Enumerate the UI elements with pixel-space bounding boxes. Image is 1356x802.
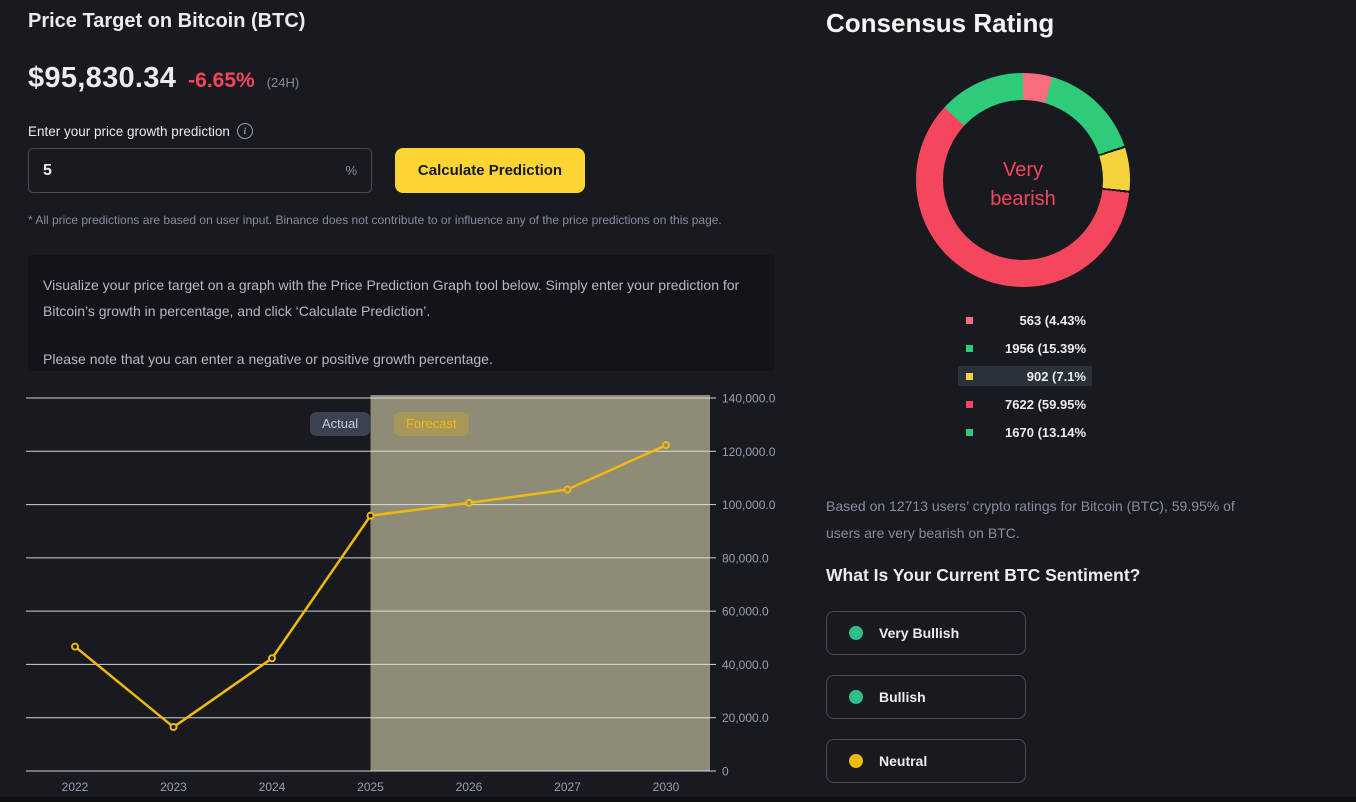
sentiment-option-neutral[interactable]: Neutral bbox=[826, 739, 1026, 783]
consensus-legend: 563 (4.43% 1956 (15.39% 902 (7.1% 7622 (59.… bbox=[958, 310, 1092, 442]
y-axis-label: 20,000.0 bbox=[722, 711, 769, 725]
x-axis-label: 2027 bbox=[554, 780, 581, 794]
donut-center-line1: Very bbox=[1002, 159, 1043, 181]
legend-item[interactable]: 1670 (13.14% bbox=[958, 422, 1092, 442]
data-point[interactable] bbox=[169, 723, 178, 732]
legend-marker bbox=[966, 400, 973, 408]
sentiment-dot bbox=[849, 626, 863, 640]
consensus-rating-title: Consensus Rating bbox=[826, 8, 1055, 38]
legend-label: 902 (7.1% bbox=[1026, 368, 1086, 384]
legend-marker bbox=[966, 344, 973, 352]
legend-label: 7622 (59.95% bbox=[1005, 396, 1086, 412]
y-axis-label: 140,000.0 bbox=[722, 392, 776, 406]
legend-marker bbox=[966, 428, 973, 436]
data-point[interactable] bbox=[268, 654, 276, 663]
change-period-label: (24H) bbox=[266, 75, 300, 90]
sentiment-options: Very Bullish Bullish Neutral bbox=[826, 611, 1026, 783]
info-paragraph-1: Visualize your price target on a graph w… bbox=[43, 277, 740, 319]
consensus-summary: Based on 12713 users’ crypto ratings for… bbox=[826, 498, 1235, 541]
actual-legend-badge[interactable]: Actual bbox=[310, 412, 371, 436]
price-prediction-chart[interactable]: 140,000.0 120,000.0 100,000.0 80,000.0 60,00… bbox=[0, 390, 780, 802]
data-point[interactable] bbox=[563, 485, 572, 494]
sentiment-option-label: Very Bullish bbox=[879, 625, 960, 641]
y-axis-label: 100,000.0 bbox=[722, 498, 776, 512]
donut-center-label: Very bearish bbox=[990, 156, 1056, 214]
x-axis-label: 2024 bbox=[259, 780, 286, 794]
prediction-input-label: Enter your price growth prediction bbox=[28, 123, 230, 139]
legend-item[interactable]: 7622 (59.95% bbox=[958, 394, 1092, 414]
disclaimer-text: * All price predictions are based on use… bbox=[28, 213, 722, 227]
x-axis-label: 2023 bbox=[160, 780, 187, 794]
y-axis-label: 120,000.0 bbox=[722, 445, 776, 459]
price-row: $95,830.34 -6.65% (24H) bbox=[28, 62, 299, 95]
current-price: $95,830.34 bbox=[28, 62, 177, 94]
y-axis-label: 80,000.0 bbox=[722, 551, 769, 565]
y-axis-label: 40,000.0 bbox=[722, 658, 769, 672]
x-axis-label: 2030 bbox=[653, 780, 680, 794]
legend-label: 1670 (13.14% bbox=[1005, 424, 1086, 440]
donut-hole: Very bearish bbox=[943, 100, 1103, 260]
info-icon[interactable]: i bbox=[236, 123, 253, 139]
x-axis-label: 2025 bbox=[357, 780, 384, 794]
page-title: Price Target on Bitcoin (BTC) bbox=[28, 10, 306, 32]
calculate-prediction-button[interactable]: Calculate Prediction bbox=[395, 148, 585, 193]
forecast-legend-badge[interactable]: Forecast bbox=[394, 412, 469, 436]
y-axis-label: 60,000.0 bbox=[722, 605, 769, 619]
data-point[interactable] bbox=[662, 441, 670, 450]
price-change-badge: -6.65% bbox=[188, 69, 255, 92]
legend-item[interactable]: 1956 (15.39% bbox=[958, 338, 1092, 358]
legend-marker bbox=[966, 372, 973, 380]
sentiment-section-title: What Is Your Current BTC Sentiment? bbox=[826, 565, 1141, 585]
sentiment-dot bbox=[849, 690, 863, 704]
y-axis-label: 0 bbox=[722, 765, 729, 779]
sentiment-option-label: Neutral bbox=[879, 753, 928, 769]
legend-item[interactable]: 902 (7.1% bbox=[958, 366, 1092, 386]
x-axis-label: 2026 bbox=[456, 780, 483, 794]
data-point[interactable] bbox=[71, 642, 79, 651]
donut-center-line2: bearish bbox=[990, 188, 1056, 210]
sentiment-option-bullish[interactable]: Bullish bbox=[826, 675, 1026, 719]
sentiment-option-very-bullish[interactable]: Very Bullish bbox=[826, 611, 1026, 655]
prediction-input-wrapper: % bbox=[28, 148, 372, 193]
forecast-region bbox=[370, 395, 710, 771]
legend-item[interactable]: 563 (4.43% bbox=[958, 310, 1092, 330]
x-axis-label: 2022 bbox=[62, 780, 89, 794]
prediction-input[interactable] bbox=[29, 161, 346, 180]
input-label-row: Enter your price growth prediction i bbox=[28, 123, 253, 139]
info-panel: Visualize your price target on a graph w… bbox=[28, 255, 774, 371]
sentiment-option-label: Bullish bbox=[879, 689, 926, 705]
legend-label: 1956 (15.39% bbox=[1005, 340, 1086, 356]
price-line-chart-svg[interactable]: 140,000.0 120,000.0 100,000.0 80,000.0 60,00… bbox=[0, 390, 780, 802]
legend-label: 563 (4.43% bbox=[1019, 312, 1087, 328]
data-point[interactable] bbox=[366, 511, 375, 520]
info-paragraph-2: Please note that you can enter a negativ… bbox=[43, 351, 493, 367]
sentiment-dot bbox=[849, 754, 863, 768]
data-point[interactable] bbox=[465, 498, 473, 507]
bottom-strip bbox=[0, 797, 1356, 802]
consensus-donut-chart[interactable]: Very bearish bbox=[916, 73, 1130, 287]
percent-suffix: % bbox=[345, 163, 357, 178]
legend-marker bbox=[966, 316, 973, 324]
